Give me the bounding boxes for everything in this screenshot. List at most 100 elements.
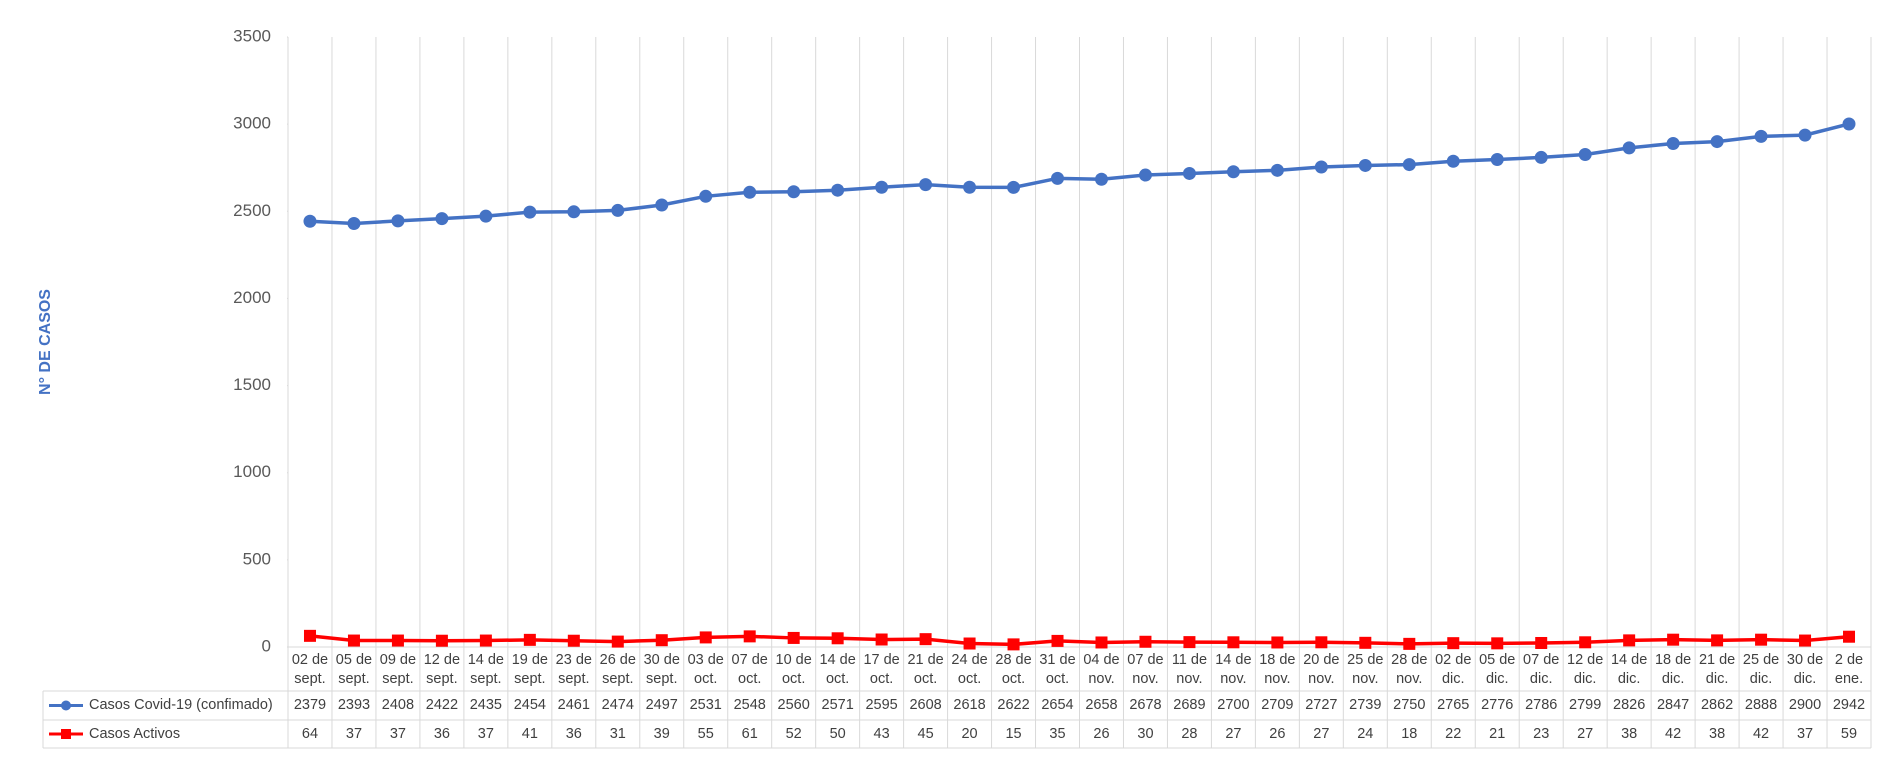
x-tick-label: 23 de sept. xyxy=(555,652,592,687)
marker xyxy=(1491,637,1504,650)
marker xyxy=(1094,172,1108,186)
table-value: 2658 xyxy=(1085,697,1118,714)
legend-marker xyxy=(61,729,71,739)
marker xyxy=(1622,141,1636,155)
marker xyxy=(479,209,493,223)
x-tick-label: 14 de oct. xyxy=(819,652,856,687)
marker xyxy=(787,631,800,644)
x-tick-label: 24 de oct. xyxy=(951,652,988,687)
marker xyxy=(875,180,889,194)
marker xyxy=(1007,638,1020,651)
marker xyxy=(1139,635,1152,648)
marker xyxy=(1315,636,1328,649)
table-value: 27 xyxy=(1225,725,1242,742)
marker xyxy=(655,198,669,212)
x-tick-label: 07 de dic. xyxy=(1523,652,1560,687)
table-value: 2689 xyxy=(1173,697,1206,714)
table-value: 36 xyxy=(565,725,582,742)
marker xyxy=(567,634,580,647)
table-value: 35 xyxy=(1049,725,1066,742)
x-tick-label: 10 de oct. xyxy=(775,652,812,687)
table-value: 27 xyxy=(1577,725,1594,742)
y-tick-label: 2000 xyxy=(233,288,271,307)
legend-label: Casos Covid-19 (confimado) xyxy=(89,697,273,714)
x-tick-label: 07 de oct. xyxy=(731,652,768,687)
x-tick-label: 26 de sept. xyxy=(599,652,636,687)
x-tick-label: 03 de oct. xyxy=(687,652,724,687)
marker xyxy=(919,178,933,192)
table-value: 2727 xyxy=(1305,697,1338,714)
table-value: 2765 xyxy=(1437,697,1470,714)
series xyxy=(303,629,1856,651)
marker xyxy=(1710,135,1724,149)
table-value: 2826 xyxy=(1613,697,1646,714)
table-value: 21 xyxy=(1489,725,1506,742)
table-value: 20 xyxy=(961,725,978,742)
x-tick-label: 02 de sept. xyxy=(291,652,329,687)
table-value: 38 xyxy=(1709,725,1726,742)
marker xyxy=(963,180,977,194)
table-value: 2379 xyxy=(293,697,327,714)
marker xyxy=(699,631,712,644)
x-tick-label: 25 de dic. xyxy=(1742,652,1780,687)
marker xyxy=(1095,636,1108,649)
table-value: 2739 xyxy=(1349,697,1382,714)
marker xyxy=(1359,636,1372,649)
marker xyxy=(1490,153,1504,167)
table-value: 2654 xyxy=(1041,697,1074,714)
marker xyxy=(1535,636,1548,649)
table-value: 37 xyxy=(345,725,363,742)
marker xyxy=(347,634,360,647)
marker xyxy=(919,633,932,646)
marker xyxy=(1271,636,1284,649)
marker xyxy=(1623,634,1636,647)
marker xyxy=(391,634,404,647)
table-value: 2454 xyxy=(513,697,546,714)
marker xyxy=(1182,166,1196,180)
y-tick-label: 2500 xyxy=(233,201,271,220)
marker xyxy=(1799,634,1812,647)
x-tick-label: 20 de nov. xyxy=(1303,652,1340,687)
marker xyxy=(699,189,713,203)
table-value: 37 xyxy=(1796,725,1814,742)
table-value: 39 xyxy=(653,725,670,742)
table-value: 24 xyxy=(1357,725,1374,742)
marker xyxy=(1578,147,1592,161)
marker xyxy=(303,214,317,228)
marker xyxy=(1314,160,1328,174)
marker xyxy=(1051,634,1064,647)
x-tick-label: 30 de dic. xyxy=(1786,652,1824,687)
table-value: 2461 xyxy=(557,697,590,714)
marker xyxy=(1534,150,1548,164)
legend-marker xyxy=(61,700,71,711)
table-value: 2786 xyxy=(1525,697,1558,714)
marker xyxy=(875,633,888,646)
marker xyxy=(1183,636,1196,649)
marker xyxy=(611,203,625,217)
y-tick-label: 1500 xyxy=(233,375,271,394)
y-tick-label: 500 xyxy=(243,549,271,568)
x-tick-label: 28 de oct. xyxy=(995,652,1032,687)
table-value: 2497 xyxy=(645,697,678,714)
table-value: 22 xyxy=(1445,725,1462,742)
table-value: 31 xyxy=(609,725,626,742)
y-tick-label: 3000 xyxy=(233,114,271,133)
table-value: 2847 xyxy=(1656,697,1690,714)
table-value: 36 xyxy=(433,725,450,742)
table-value: 41 xyxy=(521,725,538,742)
table-value: 26 xyxy=(1093,725,1110,742)
marker xyxy=(1667,633,1680,646)
marker xyxy=(1051,171,1065,185)
table-value: 2799 xyxy=(1569,697,1602,714)
table-value: 2571 xyxy=(821,697,854,714)
x-tick-label: 12 de sept. xyxy=(423,652,461,687)
series xyxy=(303,117,1856,230)
table-value: 2393 xyxy=(337,697,371,714)
series-line xyxy=(309,122,1850,226)
x-tick-label: 28 de nov. xyxy=(1391,652,1428,687)
table-value: 59 xyxy=(1840,725,1858,742)
x-tick-label: 14 de nov. xyxy=(1215,652,1252,687)
marker xyxy=(347,216,361,230)
